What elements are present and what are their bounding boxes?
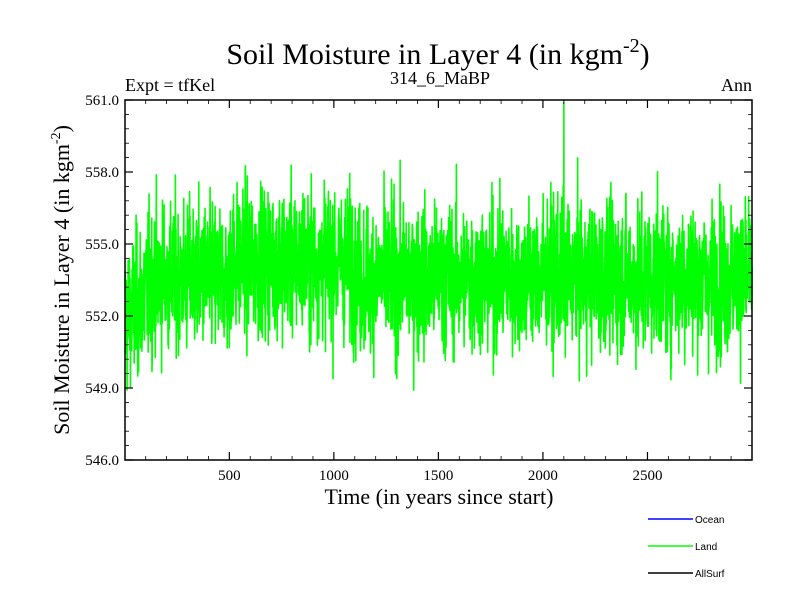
subtitle-center: 314_6_MaBP [390,68,490,88]
series-line-land [124,101,753,391]
legend-label-land: Land [695,542,717,553]
chart-title-sup: -2 [623,35,640,57]
y-tick-label: 546.0 [85,453,119,469]
chart-title-close: ) [640,38,650,71]
x-tick-label: 2500 [632,468,662,484]
legend-label-ocean: Ocean [695,515,724,526]
x-tick-label: 2000 [528,468,558,484]
y-axis-label-main: Soil Moisture in Layer 4 (in kgm [49,144,74,435]
legend-label-allsurf: AllSurf [695,569,725,580]
y-axis: 546.0 549.0 552.0 555.0 558.0 561.0 [85,93,752,469]
x-tick-label: 1000 [319,468,349,484]
subtitle-right: Ann [721,75,752,95]
y-tick-label: 552.0 [85,309,119,325]
y-tick-label: 555.0 [85,237,119,253]
chart-title-main: Soil Moisture in Layer 4 (in kgm [226,38,623,71]
series-group [124,101,753,391]
legend: Ocean Land AllSurf [648,515,725,580]
x-tick-label: 500 [218,468,241,484]
y-tick-label: 558.0 [85,165,119,181]
x-axis-label: Time (in years since start) [325,484,554,509]
subtitle-left: Expt = tfKel [125,75,215,95]
y-tick-label: 549.0 [85,381,119,397]
y-axis-label-close: ) [49,125,74,132]
x-axis: 500 1000 1500 2000 2500 [145,100,732,484]
y-axis-label-sup: -2 [49,132,64,144]
chart-title: Soil Moisture in Layer 4 (in kgm-2) [226,35,649,71]
y-tick-label: 561.0 [85,93,119,109]
x-tick-label: 1500 [423,468,453,484]
y-axis-label: Soil Moisture in Layer 4 (in kgm-2) [49,125,74,435]
